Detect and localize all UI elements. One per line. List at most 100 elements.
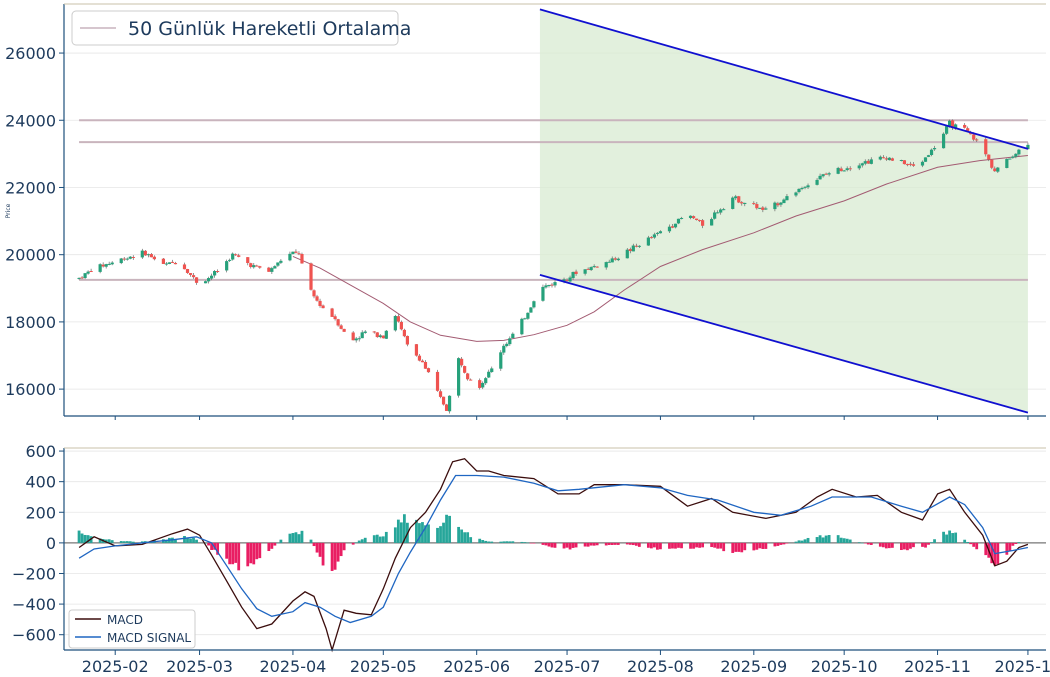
macd-histogram-bar — [399, 522, 403, 543]
macd-histogram-bar — [237, 542, 241, 571]
macd-y-tick-label: 600 — [25, 442, 56, 461]
candle-body — [818, 175, 822, 180]
macd-histogram-bar — [912, 542, 915, 548]
macd-histogram-bar — [821, 537, 825, 543]
trend-upper-line — [539, 8, 1029, 150]
candle-body — [104, 264, 108, 267]
macd-histogram-bar — [710, 542, 714, 548]
candle-body — [625, 249, 629, 259]
macd-histogram-bar — [887, 542, 891, 549]
candle-body — [776, 203, 780, 206]
candle-body — [375, 332, 379, 338]
macd-histogram-bar — [104, 539, 108, 543]
macd-histogram-bar — [207, 542, 210, 546]
candle-body — [107, 263, 111, 265]
price-legend-box — [71, 10, 399, 46]
macd-histogram-bar — [927, 542, 930, 545]
candle-body — [210, 275, 214, 279]
candle-body — [393, 315, 397, 331]
macd-histogram-bar — [553, 542, 557, 548]
macd-histogram-bar — [478, 538, 482, 543]
macd-histogram-bar — [255, 542, 259, 560]
candle-body — [670, 226, 675, 228]
macd-histogram-bar — [800, 540, 804, 543]
candle-body — [267, 267, 271, 272]
candle-body — [354, 338, 358, 341]
macd-histogram-bar — [782, 542, 786, 545]
candle-body — [574, 271, 578, 274]
candle-body — [734, 196, 738, 199]
legend-label-ma50: 50 Günlük Hareketli Ortalama — [128, 18, 411, 40]
candle-body — [228, 259, 232, 261]
candle-body — [469, 379, 473, 381]
macd-histogram-bar — [249, 542, 253, 564]
macd-histogram-bar — [487, 541, 491, 543]
candle-body — [583, 269, 587, 274]
candle-body — [821, 174, 825, 177]
macd-histogram-bar — [427, 524, 430, 543]
candle-body — [713, 212, 717, 219]
candle-body — [929, 149, 934, 155]
macd-histogram-bar — [646, 542, 650, 548]
candle-body — [463, 366, 467, 373]
candle-body — [993, 168, 997, 172]
candle-body — [333, 316, 337, 320]
macd-histogram-bar — [677, 542, 680, 548]
x-tick-label: 2025-08 — [627, 657, 694, 676]
candle-body — [206, 278, 211, 282]
macd-histogram-bar — [616, 542, 620, 545]
candle-body — [417, 355, 422, 361]
macd-histogram-bar — [436, 527, 439, 543]
macd-histogram-bar — [634, 542, 638, 546]
macd-histogram-bar — [963, 539, 967, 543]
macd-histogram-bar — [547, 542, 551, 547]
macd-histogram-bar — [680, 542, 683, 549]
candle-body — [881, 157, 885, 159]
macd-histogram-bar — [273, 542, 277, 546]
candle-body — [544, 285, 548, 288]
macd-histogram-bar — [330, 542, 334, 571]
macd-histogram-bar — [990, 542, 994, 564]
candle-body — [984, 139, 988, 155]
candle-body — [490, 368, 494, 373]
macd-histogram-bar — [954, 532, 958, 543]
candle-body — [779, 202, 783, 205]
candle-body — [948, 120, 952, 127]
candle-body — [414, 344, 419, 356]
candle-body — [731, 197, 735, 209]
candle-body — [315, 296, 319, 301]
candle-body — [863, 161, 867, 164]
macd-histogram-bar — [541, 542, 545, 545]
macd-histogram-bar — [764, 542, 768, 549]
candle-body — [131, 256, 135, 258]
candle-body — [101, 264, 105, 267]
macd-histogram-bar — [532, 542, 536, 544]
candle-body — [194, 277, 199, 283]
candle-body — [225, 261, 229, 271]
macd-histogram-bar — [183, 535, 186, 543]
macd-legend: MACD MACD SIGNAL — [68, 609, 196, 649]
candle-body — [637, 245, 641, 247]
macd-histogram-bar — [98, 538, 102, 543]
macd-histogram-bar — [695, 542, 698, 548]
macd-histogram-bar — [294, 532, 298, 543]
candle-body — [161, 258, 166, 264]
candle-body — [764, 208, 768, 210]
macd-histogram-bar — [692, 542, 695, 549]
macd-histogram-bar — [713, 542, 717, 548]
candle-body — [273, 266, 277, 269]
candle-body — [568, 277, 572, 282]
macd-histogram-bar — [951, 533, 955, 543]
candle-body — [511, 333, 515, 339]
macd-histogram-bar — [818, 535, 822, 543]
macd-histogram-bar — [866, 542, 870, 545]
macd-histogram-bar — [309, 539, 313, 543]
macd-histogram-bar — [520, 541, 524, 543]
price-y-tick-label: 24000 — [5, 111, 56, 130]
candle-body — [363, 331, 367, 333]
macd-histogram-bar — [803, 539, 807, 543]
candle-body — [884, 158, 888, 160]
macd-histogram-bar — [228, 542, 232, 565]
macd-histogram-bar — [342, 542, 346, 551]
candle-body — [902, 160, 907, 165]
